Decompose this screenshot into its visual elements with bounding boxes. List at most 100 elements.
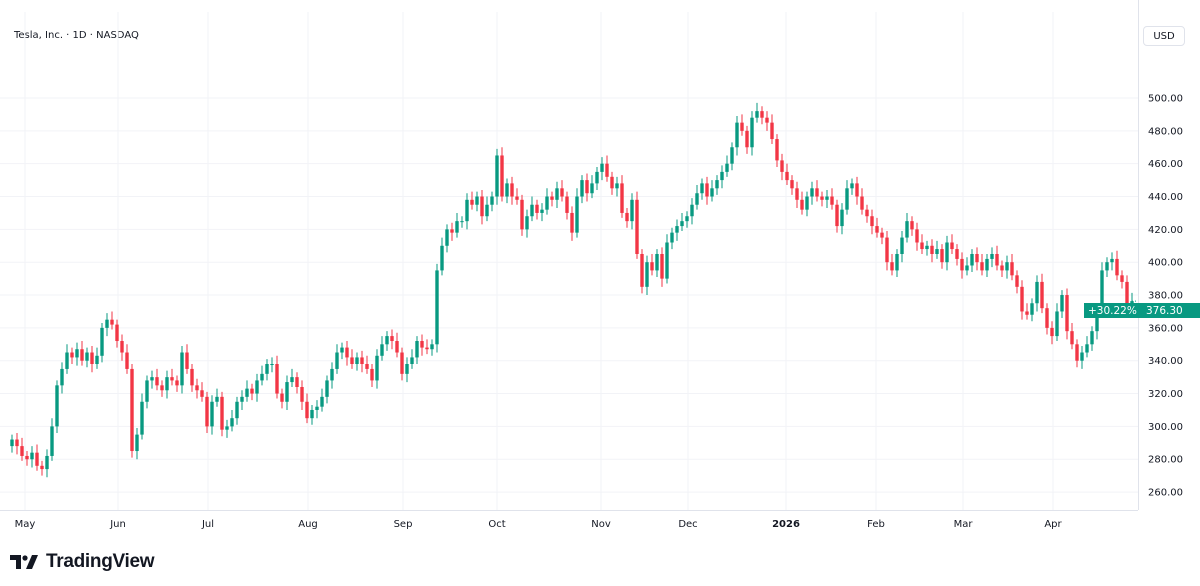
candle-body	[270, 364, 274, 366]
candle	[750, 111, 754, 156]
candle-body	[350, 357, 354, 365]
candle	[45, 449, 49, 478]
candle-body	[730, 147, 734, 164]
candle-body	[455, 221, 459, 233]
price-tick-label: 340.00	[1148, 356, 1183, 367]
candle	[310, 405, 314, 425]
last-price-change: +30.22%	[1088, 305, 1137, 317]
candle-body	[1105, 262, 1109, 271]
candle-body	[110, 319, 114, 325]
candle	[1055, 303, 1059, 342]
candle	[465, 193, 469, 230]
candle	[350, 349, 354, 369]
time-tick-label: Mar	[954, 519, 974, 530]
candle	[1035, 275, 1039, 312]
time-tick-label: Oct	[488, 519, 505, 530]
candle	[140, 393, 144, 440]
candle-body	[1040, 281, 1044, 309]
candle	[765, 111, 769, 131]
candle	[130, 364, 134, 458]
candle-body	[830, 196, 834, 205]
candle-body	[915, 229, 919, 243]
candle	[190, 364, 194, 392]
candle-body	[380, 344, 384, 356]
candle	[1070, 322, 1074, 350]
currency-button[interactable]: USD	[1143, 26, 1185, 46]
candle	[760, 106, 764, 125]
candle	[425, 339, 429, 355]
candle-body	[620, 183, 624, 213]
candle-body	[215, 396, 219, 402]
candle	[80, 341, 84, 366]
candle-body	[290, 377, 294, 383]
candle-body	[590, 183, 594, 194]
candle	[1045, 303, 1049, 335]
candle-body	[245, 388, 249, 397]
price-tick-label: 420.00	[1148, 225, 1183, 236]
candle-body	[370, 368, 374, 381]
candle	[195, 378, 199, 399]
candle	[885, 231, 889, 271]
candle-body	[100, 327, 104, 356]
candle	[85, 347, 89, 368]
candle	[1080, 345, 1084, 369]
candle	[390, 329, 394, 350]
candle-body	[715, 180, 719, 189]
candle	[945, 235, 949, 271]
candle	[1065, 288, 1069, 340]
candle	[660, 247, 664, 287]
candle-body	[85, 352, 89, 361]
time-tick-label: Jul	[201, 519, 214, 530]
candle-body	[705, 183, 709, 197]
candle-body	[325, 380, 329, 397]
candle-body	[185, 352, 189, 369]
candles	[10, 102, 1134, 478]
candle	[25, 451, 29, 466]
candle-body	[310, 409, 314, 419]
candle	[185, 344, 189, 374]
candle-body	[260, 373, 264, 381]
candle-body	[1060, 295, 1064, 312]
candle-body	[930, 245, 934, 254]
candle-body	[945, 242, 949, 263]
candle-body	[450, 229, 454, 233]
candle	[210, 395, 214, 435]
tradingview-logo[interactable]: TradingView	[10, 551, 155, 573]
candle-body	[955, 249, 959, 259]
candle-body	[530, 204, 534, 217]
candle	[615, 176, 619, 197]
candle	[290, 368, 294, 387]
candle	[450, 222, 454, 241]
candle-body	[65, 352, 69, 369]
candle-body	[860, 196, 864, 210]
candle	[900, 231, 904, 263]
candle	[790, 175, 794, 195]
candle-body	[210, 401, 214, 427]
candle-body	[600, 163, 604, 172]
candle	[335, 344, 339, 374]
chart-title: Tesla, Inc. · 1D · NASDAQ	[14, 30, 139, 41]
candle-body	[335, 352, 339, 369]
candle	[15, 432, 19, 455]
price-tick-label: 380.00	[1148, 291, 1183, 302]
candle-body	[890, 262, 894, 271]
candle	[775, 134, 779, 167]
candle-body	[880, 232, 884, 238]
candle	[905, 212, 909, 243]
candle-body	[1125, 281, 1129, 304]
time-tick-label: 2026	[772, 519, 800, 530]
candle-body	[495, 155, 499, 197]
candle-body	[560, 188, 564, 197]
candle-body	[975, 253, 979, 263]
candle-body	[45, 455, 49, 470]
candle-body	[20, 446, 24, 456]
candle-body	[775, 139, 779, 161]
candle-body	[435, 270, 439, 345]
candle	[435, 263, 439, 353]
candle-body	[550, 196, 554, 200]
candle	[755, 102, 759, 123]
candle	[575, 188, 579, 238]
candle	[540, 203, 544, 222]
candle-body	[130, 368, 134, 452]
